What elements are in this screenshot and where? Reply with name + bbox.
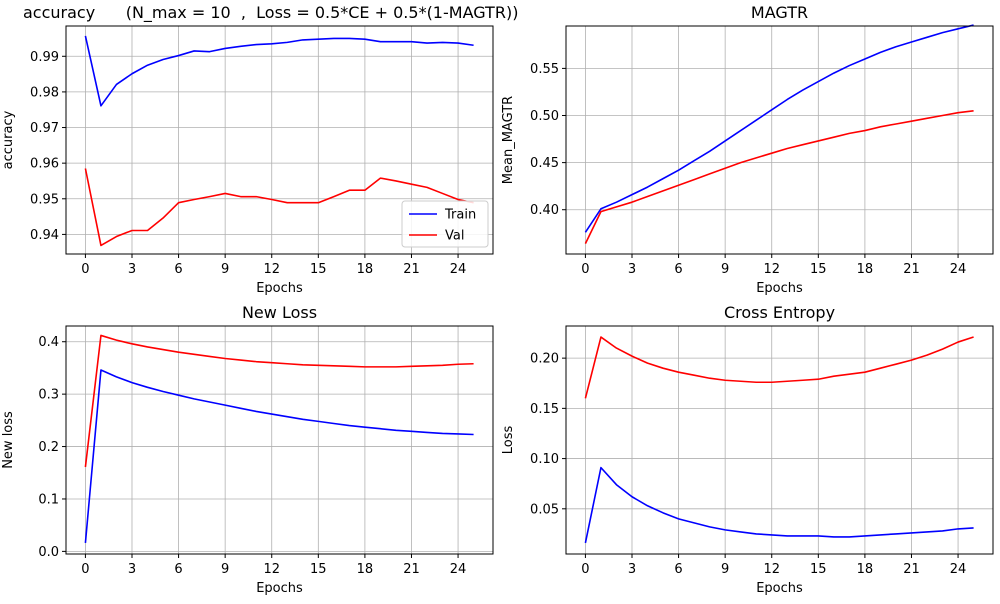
chart-panel-2: 0 3 6 9 12 15 18 21 24 0.40 0.45 0.50 0.55 Epochs Mean… [501,3,994,296]
y-tick-label: 0.96 [30,157,59,172]
legend: Train Val [401,200,489,248]
x-tick-label: 18 [857,562,874,577]
x-tick-label: 12 [763,562,780,577]
x-tick-label: 15 [810,262,827,277]
series-line-val [84,334,474,468]
chart-title: New Loss [242,303,317,322]
y-tick-label: 0.05 [530,502,559,517]
y-tick-label: 0.20 [530,352,559,367]
x-tick-label: 6 [174,562,182,577]
series-line-train [584,466,974,544]
chart-panel-3: 0 3 6 9 12 15 18 21 24 0.0 0.1 0.2 0.3 0.4 Epochs New l… [1,303,494,596]
x-axis-label: Epochs [256,581,303,596]
y-axis-label: accuracy [1,110,16,169]
plot-frame [65,325,494,555]
y-tick-label: 0.95 [30,192,59,207]
x-tick-label: 6 [174,262,182,277]
y-axis-label: Loss [501,426,516,455]
chart-panel-4: 0 3 6 9 12 15 18 21 24 0.05 0.10 0.15 0.20 Epochs Loss… [501,303,994,596]
y-tick-label: 0.94 [30,228,59,243]
x-tick-label: 12 [763,262,780,277]
x-tick-label: 24 [450,262,467,277]
y-tick-label: 0.40 [530,203,559,218]
x-tick-label: 24 [450,562,467,577]
y-tick-label: 0.4 [38,335,59,350]
x-tick-label: 0 [581,262,589,277]
x-tick-label: 21 [403,562,420,577]
x-tick-label: 3 [628,562,636,577]
x-axis-label: Epochs [756,281,803,296]
series-line-val [584,109,974,244]
chart-title: MAGTR [751,3,808,22]
y-tick-label: 0.2 [38,440,59,455]
legend-label-train: Train [444,208,476,223]
x-tick-label: 9 [221,262,229,277]
x-tick-label: 0 [81,562,89,577]
y-tick-label: 0.98 [30,85,59,100]
x-tick-label: 6 [674,262,682,277]
y-tick-label: 0.10 [530,452,559,467]
x-axis-label: Epochs [256,281,303,296]
y-tick-label: 0.3 [38,388,59,403]
y-tick-label: 0.55 [530,62,559,77]
x-tick-label: 18 [357,262,374,277]
x-tick-label: 21 [403,262,420,277]
x-tick-label: 15 [310,262,327,277]
series-line-train [584,24,974,233]
x-tick-label: 9 [721,262,729,277]
series-line-train [84,369,474,544]
y-tick-label: 0.0 [38,545,59,560]
plot-frame [565,325,994,555]
y-tick-label: 0.97 [30,121,59,136]
x-tick-label: 24 [950,262,967,277]
chart-panel-1: 0 3 6 9 12 15 18 21 24 0.94 0.95 0.96 0.97 0.98 0.99 Ep… [1,3,518,296]
y-tick-label: 0.1 [38,492,59,507]
x-tick-label: 9 [221,562,229,577]
x-tick-label: 9 [721,562,729,577]
y-tick-label: 0.99 [30,50,59,65]
y-axis-label: New loss [1,411,16,469]
plot-frame [65,25,494,255]
y-tick-label: 0.45 [530,156,559,171]
series-line-val [584,336,974,399]
x-tick-label: 15 [310,562,327,577]
chart-title: accuracy (N_max = 10 , Loss = 0.5*CE + 0… [23,3,518,23]
y-tick-label: 0.15 [530,402,559,417]
x-tick-label: 24 [950,562,967,577]
x-tick-label: 3 [628,262,636,277]
x-tick-label: 12 [263,562,280,577]
chart-title: Cross Entropy [724,303,835,322]
series-line-train [84,35,474,107]
x-tick-label: 3 [128,562,136,577]
x-tick-label: 21 [903,562,920,577]
x-tick-label: 12 [263,262,280,277]
series-line-val [84,168,474,247]
x-tick-label: 6 [674,562,682,577]
x-tick-label: 0 [81,262,89,277]
y-tick-label: 0.50 [530,109,559,124]
x-tick-label: 0 [581,562,589,577]
plot-frame [565,25,994,255]
x-tick-label: 18 [357,562,374,577]
x-tick-label: 21 [903,262,920,277]
x-tick-label: 15 [810,562,827,577]
x-axis-label: Epochs [756,581,803,596]
y-axis-label: Mean_MAGTR [501,96,516,184]
legend-label-val: Val [445,229,464,244]
x-tick-label: 18 [857,262,874,277]
x-tick-label: 3 [128,262,136,277]
